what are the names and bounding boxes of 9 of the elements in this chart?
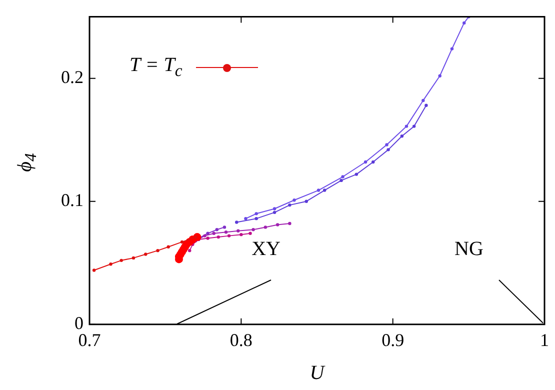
y-tick-label: 0.2 <box>61 67 84 88</box>
y-tick-label: 0.1 <box>61 190 84 210</box>
x-tick-label: 0.9 <box>382 330 404 350</box>
x-axis-title: U <box>308 362 326 386</box>
x-tick-label: 0.8 <box>230 330 252 350</box>
legend-label: T = T$_{c}$ <box>130 54 182 82</box>
annotation: NG <box>454 237 484 262</box>
x-tick-label: 1 <box>540 330 549 350</box>
annotation: XY <box>250 237 282 262</box>
